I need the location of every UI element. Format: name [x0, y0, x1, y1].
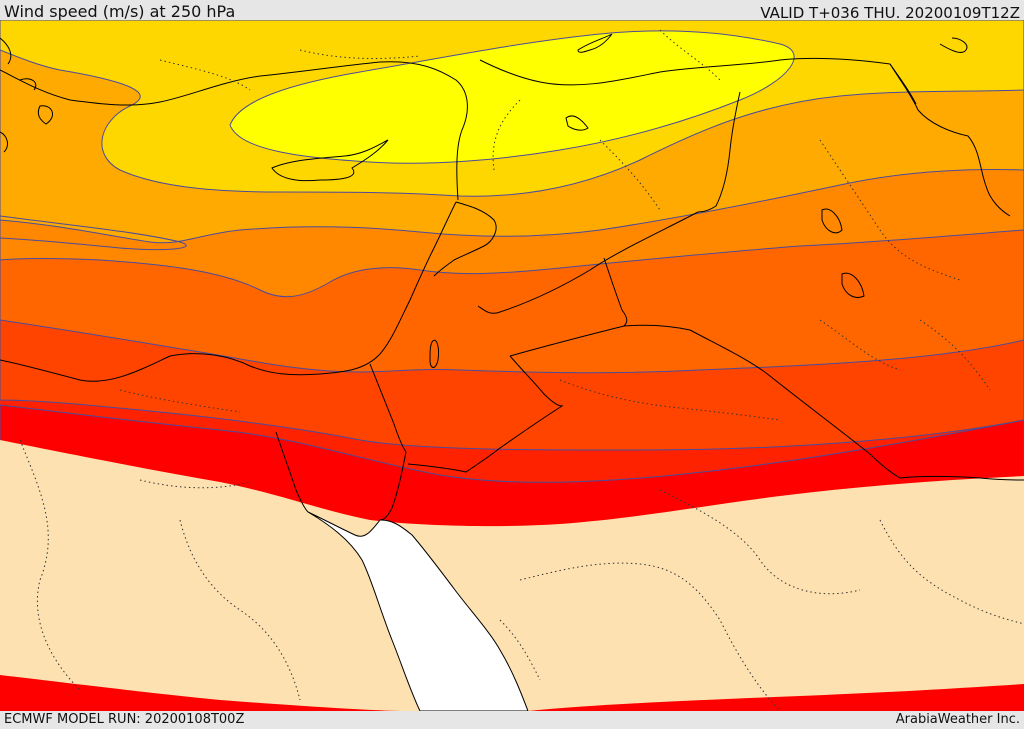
coastline	[275, 431, 309, 513]
lake-outline	[841, 272, 865, 298]
dead-sea-outline	[429, 339, 439, 368]
coastline	[0, 37, 54, 153]
footer-bar: ECMWF MODEL RUN: 20200108T00Z ArabiaWeat…	[0, 711, 1024, 729]
lake-outline	[577, 33, 613, 53]
coastline	[0, 201, 457, 382]
contour-line	[0, 215, 187, 251]
credit: ArabiaWeather Inc.	[895, 712, 1020, 727]
border-line	[407, 355, 564, 473]
cyprus-outline	[271, 139, 389, 182]
header-bar: Wind speed (m/s) at 250 hPa VALID T+036 …	[0, 0, 1024, 22]
band-1-area	[229, 30, 795, 164]
border-line	[899, 476, 1024, 481]
southern-jet-band	[528, 684, 1024, 711]
lake-outline	[821, 208, 843, 234]
red-sea	[307, 511, 529, 711]
border-line	[479, 57, 917, 105]
map-title: Wind speed (m/s) at 250 hPa	[4, 2, 236, 21]
model-run: ECMWF MODEL RUN: 20200108T00Z	[4, 712, 245, 727]
lake-outline	[565, 115, 589, 131]
border-line	[369, 363, 407, 453]
southern-jet-band	[0, 675, 400, 711]
coastline	[379, 451, 407, 521]
border-line	[603, 257, 628, 327]
border-line	[697, 91, 741, 213]
coastline	[939, 37, 968, 53]
map-canvas	[0, 20, 1024, 711]
border-line	[509, 324, 901, 479]
calm-area	[0, 440, 1024, 711]
valid-time: VALID T+036 THU. 20200109T12Z	[760, 4, 1020, 22]
wind-speed-map	[0, 20, 1024, 711]
border-line	[889, 63, 1011, 217]
border-line	[433, 201, 497, 277]
coastline	[0, 61, 468, 201]
border-line	[477, 211, 699, 314]
admin-boundaries	[19, 29, 1024, 711]
